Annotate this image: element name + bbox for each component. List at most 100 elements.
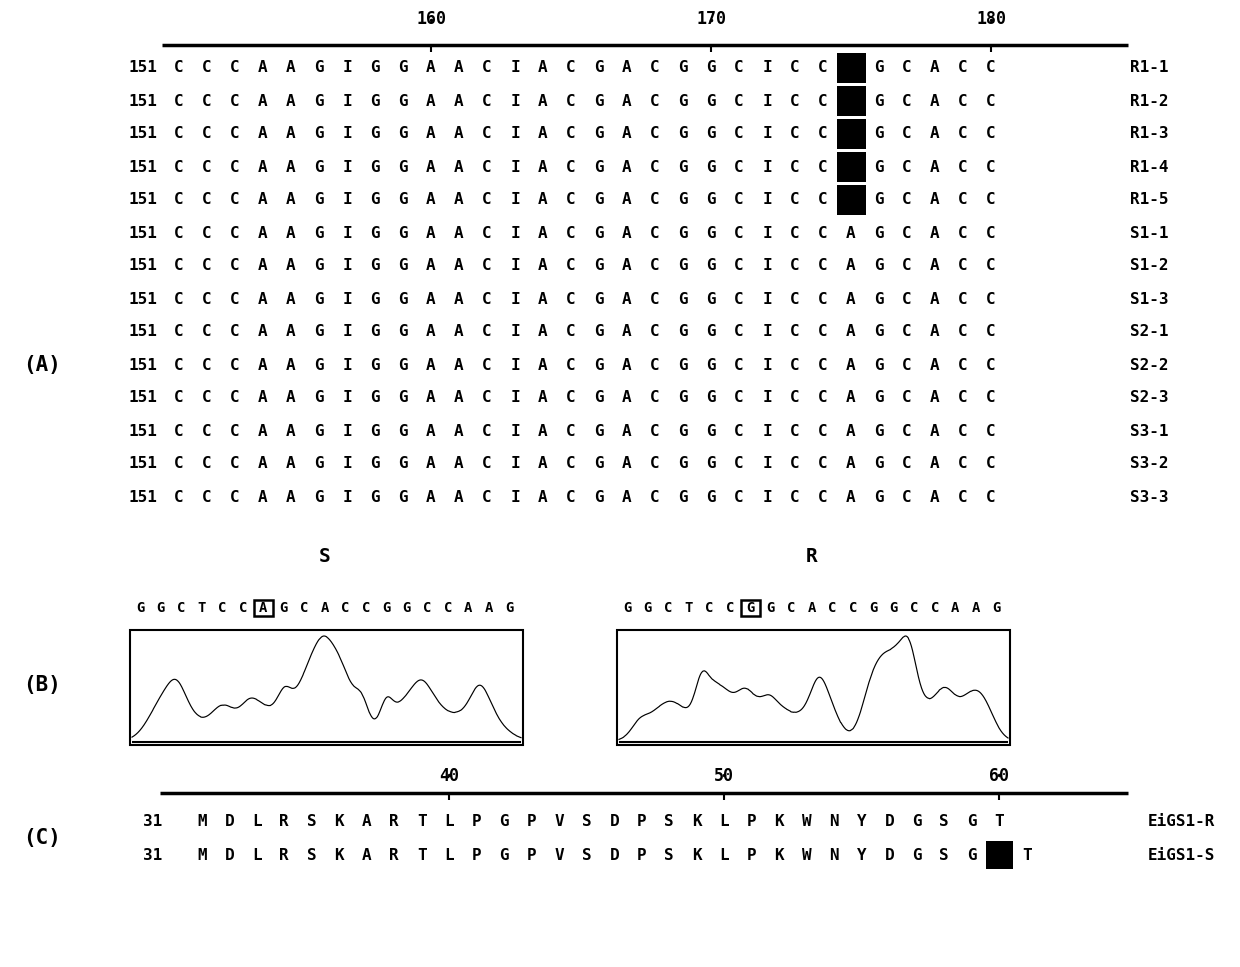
Text: C: C	[567, 358, 575, 372]
Text: C: C	[231, 358, 239, 372]
Text: C: C	[202, 94, 212, 108]
Text: G: G	[371, 391, 379, 405]
Text: C: C	[238, 601, 247, 615]
Text: M: M	[197, 813, 207, 829]
Text: C: C	[482, 258, 492, 274]
Text: I: I	[510, 258, 520, 274]
Text: A: A	[259, 601, 268, 615]
Text: C: C	[959, 489, 967, 505]
Text: S: S	[665, 813, 675, 829]
Text: C: C	[959, 160, 967, 174]
Text: G: G	[314, 61, 324, 75]
Bar	[618, 630, 1011, 745]
Text: G: G	[678, 391, 688, 405]
Text: A: A	[538, 424, 548, 438]
Text: A: A	[930, 160, 940, 174]
Text: C: C	[734, 325, 744, 339]
Text: C: C	[174, 424, 184, 438]
Text: G: G	[874, 325, 884, 339]
Text: L: L	[252, 847, 262, 863]
Text: G: G	[594, 127, 604, 141]
Text: C: C	[482, 94, 492, 108]
Text: I: I	[510, 127, 520, 141]
Text: C: C	[341, 601, 350, 615]
Text: A: A	[538, 61, 548, 75]
Text: G: G	[279, 601, 288, 615]
Text: S1-2: S1-2	[1130, 258, 1168, 274]
Text: A: A	[454, 127, 464, 141]
Text: (B): (B)	[24, 675, 61, 695]
Text: G: G	[874, 225, 884, 241]
Text: P: P	[746, 813, 756, 829]
Text: G: G	[874, 258, 884, 274]
Text: G: G	[398, 424, 408, 438]
Text: A: A	[538, 127, 548, 141]
Text: C: C	[174, 358, 184, 372]
Text: A: A	[622, 391, 632, 405]
Text: A: A	[286, 358, 296, 372]
Text: G: G	[371, 127, 379, 141]
Text: C: C	[848, 601, 857, 615]
Text: G: G	[371, 291, 379, 307]
Text: R1-1: R1-1	[1130, 61, 1168, 75]
Text: S3-3: S3-3	[1130, 489, 1168, 505]
Text: I: I	[510, 325, 520, 339]
Text: C: C	[231, 424, 239, 438]
Text: C: C	[959, 358, 967, 372]
Text: C: C	[930, 601, 939, 615]
Text: A: A	[454, 325, 464, 339]
Text: C: C	[650, 94, 660, 108]
Text: C: C	[959, 391, 967, 405]
Text: C: C	[903, 61, 911, 75]
Text: A: A	[622, 358, 632, 372]
Text: G: G	[874, 424, 884, 438]
Text: A: A	[454, 94, 464, 108]
Text: I: I	[510, 192, 520, 208]
Bar	[130, 630, 523, 745]
Text: G: G	[594, 391, 604, 405]
Text: R: R	[806, 546, 817, 566]
Text: C: C	[650, 160, 660, 174]
Text: C: C	[231, 61, 239, 75]
Text: A: A	[258, 424, 268, 438]
Text: A: A	[930, 325, 940, 339]
Text: G: G	[403, 601, 410, 615]
Text: A: A	[258, 127, 268, 141]
Text: A: A	[846, 225, 856, 241]
Text: P: P	[637, 847, 646, 863]
Text: G: G	[766, 601, 775, 615]
Text: A: A	[454, 61, 464, 75]
Text: D: D	[224, 847, 234, 863]
Text: G: G	[594, 456, 604, 472]
Text: A: A	[930, 424, 940, 438]
Text: R: R	[279, 813, 289, 829]
Text: A: A	[538, 291, 548, 307]
Text: S3-1: S3-1	[1130, 424, 1168, 438]
Text: I: I	[342, 127, 352, 141]
Text: C: C	[818, 225, 828, 241]
Text: C: C	[482, 325, 492, 339]
Text: C: C	[202, 291, 212, 307]
Text: 151: 151	[128, 325, 157, 339]
Text: C: C	[986, 325, 996, 339]
Text: I: I	[763, 61, 771, 75]
Text: G: G	[314, 225, 324, 241]
Text: G: G	[314, 358, 324, 372]
Text: C: C	[790, 258, 800, 274]
Text: C: C	[174, 192, 184, 208]
Text: C: C	[202, 160, 212, 174]
Text: C: C	[734, 94, 744, 108]
Text: A: A	[846, 291, 856, 307]
Text: 151: 151	[128, 391, 157, 405]
Text: G: G	[707, 489, 715, 505]
Text: R: R	[389, 813, 399, 829]
Text: C: C	[567, 258, 575, 274]
Text: I: I	[342, 358, 352, 372]
Text: T: T	[684, 601, 693, 615]
Text: G: G	[371, 358, 379, 372]
Text: A: A	[427, 325, 435, 339]
Text: C: C	[174, 456, 184, 472]
Text: C: C	[174, 225, 184, 241]
Text: C: C	[444, 601, 451, 615]
Text: A: A	[622, 61, 632, 75]
